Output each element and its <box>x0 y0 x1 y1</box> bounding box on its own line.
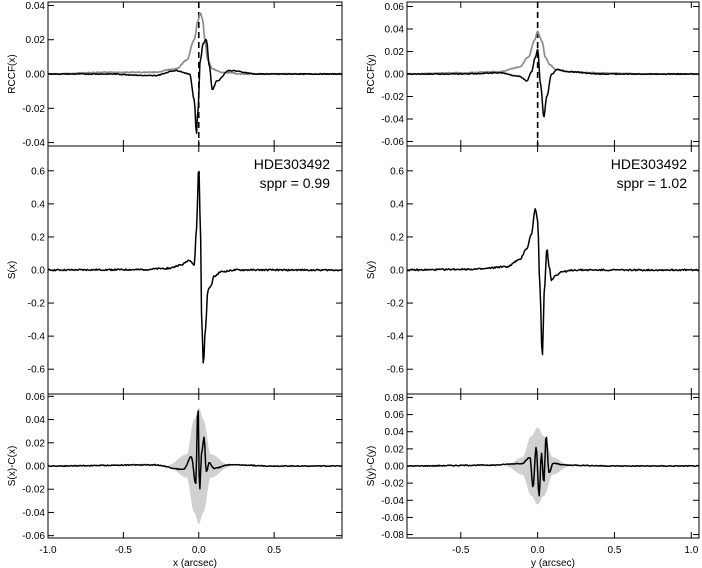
y-axis-label: RCCF(y) <box>366 54 377 93</box>
y-axis-label: S(y)-C(y) <box>366 446 377 487</box>
series-line <box>47 170 343 364</box>
panel-right-bottom: 0.08 0.06 0.04 0.02 0.00 -0.02 -0.04 -0.06 -0.08… <box>366 393 700 568</box>
y-tick-label: 0.0 <box>31 266 45 277</box>
series-line <box>47 12 343 76</box>
x-tick-label: -0.5 <box>115 545 133 556</box>
y-tick-label: 0.00 <box>385 462 405 473</box>
series-line <box>47 410 343 490</box>
y-tick-label: 0.04 <box>385 427 405 438</box>
series-line <box>406 30 700 76</box>
y-tick-label: 0.08 <box>385 393 405 404</box>
y-tick-label: -0.2 <box>387 299 405 310</box>
y-tick-label: -0.06 <box>381 137 404 148</box>
y-tick-label: 0.6 <box>31 166 45 177</box>
y-axis-label: RCCF(x) <box>7 54 18 93</box>
series-line <box>406 208 700 356</box>
y-tick-label: -0.08 <box>381 530 404 541</box>
panel-right-middle: 0.6 0.4 0.2 0.0 -0.2 -0.4 -0.6 S(y) HDE303492 spp… <box>366 145 700 395</box>
y-tick-label: -0.04 <box>22 138 45 149</box>
y-tick-label: -0.02 <box>22 485 45 496</box>
y-tick-label: 0.2 <box>31 232 45 243</box>
y-tick-label: -0.04 <box>381 496 404 507</box>
sppr-value: sppr = 1.02 <box>617 175 688 191</box>
series-line <box>406 436 700 497</box>
y-tick-label: 0.4 <box>390 199 404 210</box>
y-tick-label: 0.0 <box>390 266 404 277</box>
y-tick-label: -0.4 <box>387 332 405 343</box>
x-tick-label: 0.0 <box>192 545 206 556</box>
star-name: HDE303492 <box>254 156 330 172</box>
y-tick-label: -0.6 <box>387 365 405 376</box>
star-name: HDE303492 <box>611 156 687 172</box>
y-tick-label: -0.06 <box>22 531 45 542</box>
y-axis-label: S(x)-C(x) <box>7 446 18 487</box>
y-axis-label: S(x) <box>7 261 18 279</box>
x-axis-label: x (arcsec) <box>173 558 217 568</box>
series-line <box>407 48 699 118</box>
y-tick-label: 0.02 <box>26 438 46 449</box>
x-tick-label: 0.5 <box>608 545 622 556</box>
y-axis-label: S(y) <box>366 261 377 279</box>
x-tick-label: 0.0 <box>531 545 545 556</box>
y-tick-label: -0.02 <box>381 92 404 103</box>
y-tick-label: 0.00 <box>26 70 46 81</box>
x-tick-label: -1.0 <box>39 545 57 556</box>
y-tick-label: 0.00 <box>26 462 46 473</box>
y-tick-label: 0.02 <box>26 35 46 46</box>
y-tick-label: -0.04 <box>22 508 45 519</box>
y-tick-label: -0.6 <box>28 365 46 376</box>
y-tick-label: -0.06 <box>381 513 404 524</box>
y-tick-label: -0.02 <box>381 479 404 490</box>
panel-right-top: 0.06 0.04 0.02 0.00 -0.02 -0.04 -0.06 RCCF(y) <box>366 1 700 148</box>
x-tick-label: 1.0 <box>684 545 698 556</box>
y-tick-label: 0.04 <box>26 415 46 426</box>
y-tick-label: -0.4 <box>28 332 46 343</box>
y-tick-label: 0.00 <box>385 70 405 81</box>
y-tick-label: 0.4 <box>31 199 45 210</box>
panel-left-top: 0.04 0.02 0.00 -0.02 -0.04 RCCF(x) <box>7 1 343 149</box>
series-line <box>47 38 343 134</box>
y-tick-label: 0.2 <box>390 232 404 243</box>
y-tick-label: 0.04 <box>26 1 46 12</box>
x-tick-label: -0.5 <box>452 545 470 556</box>
panel-left-middle: 0.6 0.4 0.2 0.0 -0.2 -0.4 -0.6 S(x) HDE303492 spp… <box>7 145 343 395</box>
y-tick-label: 0.02 <box>385 444 405 455</box>
y-tick-label: 0.6 <box>390 166 404 177</box>
y-tick-label: -0.2 <box>28 299 46 310</box>
y-tick-label: -0.04 <box>381 115 404 126</box>
y-tick-label: 0.06 <box>385 2 405 13</box>
y-tick-label: -0.02 <box>22 104 45 115</box>
y-tick-label: 0.02 <box>385 47 405 58</box>
y-tick-label: 0.06 <box>26 392 46 403</box>
y-tick-label: 0.04 <box>385 25 405 36</box>
x-tick-label: 0.5 <box>267 545 281 556</box>
y-tick-label: 0.06 <box>385 410 405 421</box>
x-axis-label: y (arcsec) <box>531 558 575 568</box>
panel-left-bottom: 0.06 0.04 0.02 0.00 -0.02 -0.04 -0.06 -1.0 -0.5 0… <box>7 392 343 568</box>
sppr-value: sppr = 0.99 <box>260 175 331 191</box>
